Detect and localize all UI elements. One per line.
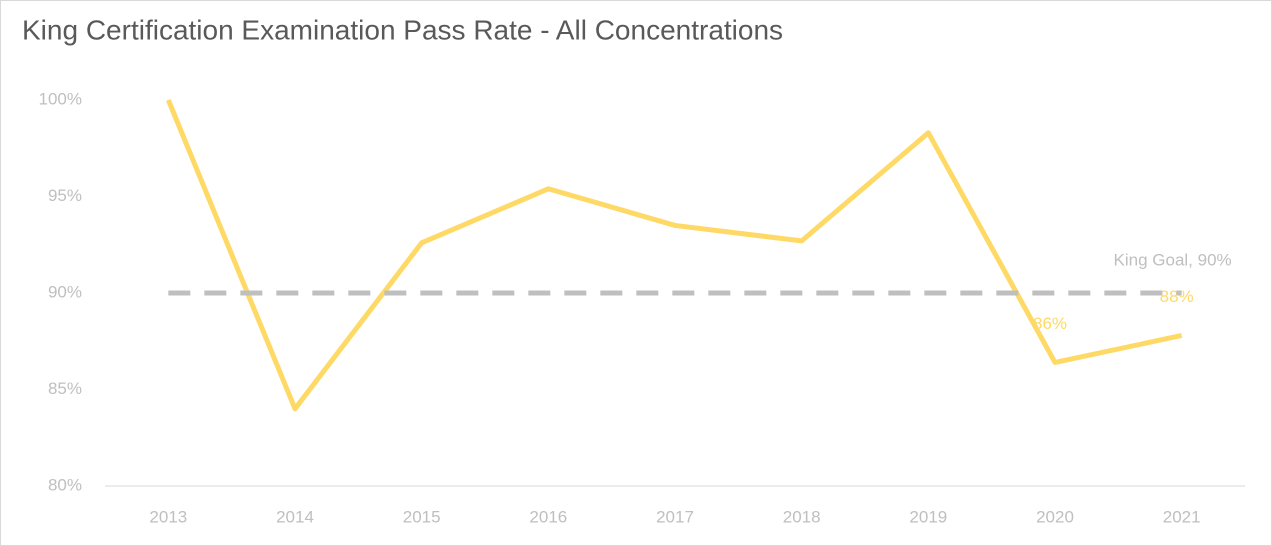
x-tick-label: 2020 [1036,507,1074,526]
y-tick-label: 100% [39,89,82,108]
y-tick-label: 80% [48,475,82,494]
x-tick-label: 2014 [276,507,314,526]
x-tick-label: 2015 [403,507,441,526]
x-tick-label: 2019 [909,507,947,526]
x-tick-label: 2016 [529,507,567,526]
x-tick-label: 2018 [783,507,821,526]
chart-title: King Certification Examination Pass Rate… [22,14,783,45]
data-label: 86% [1033,314,1067,333]
x-tick-label: 2017 [656,507,694,526]
data-line [166,99,1183,412]
x-tick-label: 2021 [1163,507,1201,526]
y-tick-label: 90% [48,282,82,301]
x-tick-label: 2013 [149,507,187,526]
annotation: King Goal, 90% [1114,250,1232,269]
y-tick-label: 95% [48,186,82,205]
y-tick-label: 85% [48,379,82,398]
data-label: 88% [1160,287,1194,306]
